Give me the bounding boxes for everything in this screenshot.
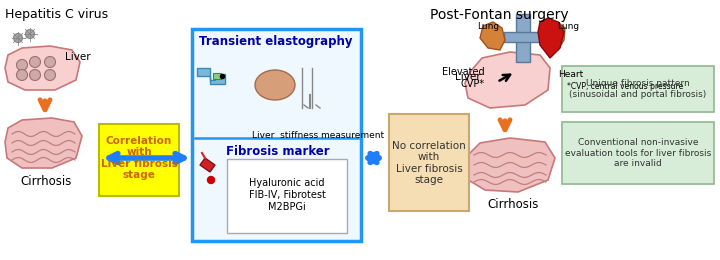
Text: Transient elastography: Transient elastography [199,35,353,48]
Polygon shape [538,18,564,58]
Polygon shape [480,22,505,50]
FancyBboxPatch shape [389,114,469,211]
FancyBboxPatch shape [213,73,221,79]
Circle shape [17,69,27,81]
Text: *CVP, central venous pressure: *CVP, central venous pressure [567,82,683,91]
FancyBboxPatch shape [516,14,530,62]
Circle shape [45,56,55,68]
Text: Post-Fontan surgery: Post-Fontan surgery [430,8,569,22]
Text: Elevated
CVP*: Elevated CVP* [442,67,485,89]
Text: No correlation
with
Liver fibrosis
stage: No correlation with Liver fibrosis stage [392,141,466,185]
FancyBboxPatch shape [99,124,179,196]
Polygon shape [5,46,80,90]
Polygon shape [465,52,550,108]
Circle shape [25,29,35,38]
Text: Unique fibrosis pattern
(sinusoidal and portal fibrosis): Unique fibrosis pattern (sinusoidal and … [570,79,706,99]
Text: Liver: Liver [455,72,481,82]
FancyBboxPatch shape [562,66,714,112]
Polygon shape [5,118,82,168]
Text: Hepatitis C virus: Hepatitis C virus [5,8,108,21]
Text: Lung: Lung [557,22,579,31]
Text: Correlation
with
Liver fibrosis
stage: Correlation with Liver fibrosis stage [101,136,177,180]
Circle shape [45,69,55,81]
Ellipse shape [255,70,295,100]
FancyBboxPatch shape [227,159,347,233]
Text: Cirrhosis: Cirrhosis [487,198,539,211]
Text: Heart: Heart [558,70,583,79]
Polygon shape [197,68,225,84]
FancyBboxPatch shape [562,122,714,184]
Circle shape [30,56,40,68]
Text: Liver  stiffness measurement: Liver stiffness measurement [252,131,384,140]
FancyBboxPatch shape [192,29,361,241]
Circle shape [30,69,40,81]
Text: Cirrhosis: Cirrhosis [20,175,71,188]
Circle shape [207,177,215,184]
FancyBboxPatch shape [504,32,542,42]
Circle shape [14,34,22,42]
Polygon shape [542,22,565,50]
Text: Fibrosis marker: Fibrosis marker [226,145,330,158]
Polygon shape [200,158,215,172]
Polygon shape [463,138,555,192]
Text: Hyaluronic acid
FIB-IV, Fibrotest
M2BPGi: Hyaluronic acid FIB-IV, Fibrotest M2BPGi [248,178,325,212]
Text: Conventional non-invasive
evaluation tools for liver fibrosis
are invalid: Conventional non-invasive evaluation too… [565,138,711,168]
Text: Liver: Liver [65,52,91,62]
Circle shape [17,60,27,70]
Text: Lung: Lung [477,22,499,31]
